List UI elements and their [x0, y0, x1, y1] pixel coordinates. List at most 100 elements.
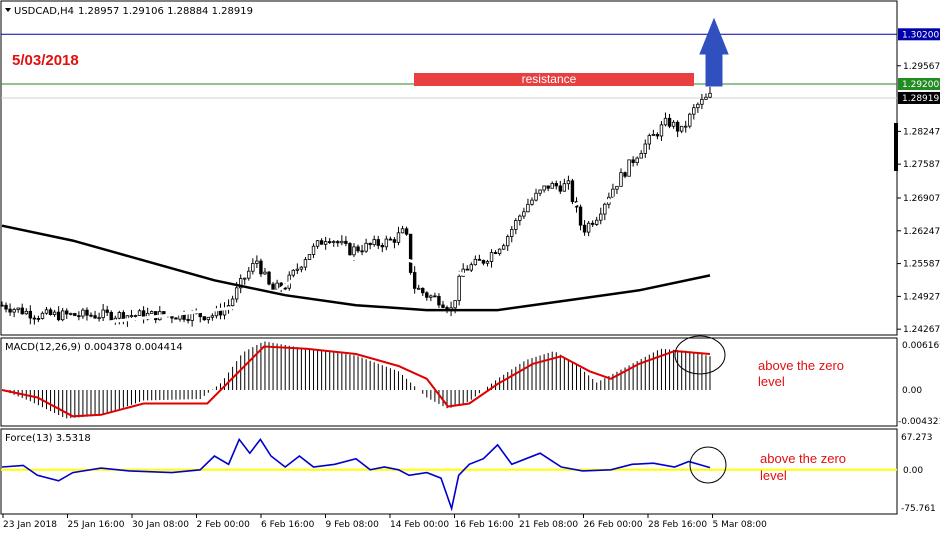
force-tick-top: 67.273: [901, 433, 933, 443]
candle-body: [526, 203, 530, 213]
candle-body: [85, 309, 89, 316]
candle-body: [408, 233, 413, 273]
candle-body: [372, 239, 376, 246]
macd-annotation-line1: above the zero: [758, 358, 844, 373]
candle-body: [311, 245, 316, 255]
candle-body: [356, 246, 360, 252]
price-level-tag: [898, 78, 940, 91]
symbol-header: USDCAD,H4 1.28957 1.29106 1.28884 1.2891…: [5, 6, 253, 17]
candle-body: [546, 185, 550, 189]
candle-body: [48, 309, 53, 316]
candle-body: [684, 125, 688, 128]
resistance-box[interactable]: [414, 73, 694, 86]
candle-body: [518, 215, 522, 221]
price-tick-label: 1.26247: [903, 227, 940, 237]
candle-body: [319, 240, 324, 245]
candle-body: [590, 222, 595, 225]
candle-body: [433, 295, 437, 298]
dropdown-triangle-icon[interactable]: [5, 8, 11, 12]
candle-body: [530, 199, 534, 205]
price-tick-label: 1.28247: [903, 127, 940, 137]
candle-body: [364, 242, 368, 252]
candle-body: [97, 317, 101, 320]
candle-body: [303, 259, 308, 268]
price-level-tag: [898, 91, 940, 104]
time-tick-label: 16 Feb 16:00: [455, 520, 514, 530]
macd-panel: [0, 337, 898, 427]
candle-body: [360, 250, 364, 253]
candle-body: [60, 310, 65, 321]
candle-body: [400, 228, 405, 234]
candle-body: [481, 259, 486, 264]
candle-body: [514, 220, 518, 230]
candle-body: [404, 228, 409, 235]
candle-body: [453, 300, 457, 309]
candle-body: [696, 103, 700, 109]
macd-tick-top: 0.006169: [902, 341, 940, 351]
force-highlight-circle: [689, 446, 727, 484]
candle-body: [429, 295, 433, 298]
macd-label: MACD(12,26,9) 0.004378 0.004414: [5, 342, 183, 353]
candle-body: [493, 252, 498, 254]
candle-body: [477, 258, 482, 261]
price-tick-label: 1.27587: [903, 160, 940, 170]
candle-body: [708, 92, 712, 98]
candle-body: [299, 266, 304, 270]
candle-body: [671, 121, 676, 127]
candle-body: [663, 117, 668, 126]
candle-body: [315, 240, 320, 247]
scroll-marker[interactable]: [894, 123, 898, 171]
candle-body: [700, 98, 704, 105]
time-tick-label: 26 Feb 00:00: [584, 520, 643, 530]
candle-body: [8, 308, 12, 313]
candle-body: [206, 316, 211, 321]
resistance-label: resistance: [522, 72, 577, 86]
candle-body: [16, 307, 20, 310]
candle-body: [550, 183, 554, 189]
candle-body: [44, 309, 49, 314]
candle-body: [635, 157, 639, 164]
candle-body: [396, 232, 401, 243]
candle-body: [133, 315, 138, 317]
time-tick-label: 23 Jan 2018: [3, 520, 57, 530]
candle-body: [457, 275, 461, 301]
price-axis: 1.29567 1.28247 1.27587 1.26907 1.26247 1.255…: [897, 28, 940, 335]
candle-body: [149, 311, 154, 314]
candle-body: [117, 312, 122, 319]
candle-body: [101, 309, 105, 319]
candle-body: [40, 312, 45, 319]
time-axis: 23 Jan 2018 25 Jan 16:00 30 Jan 08:00 2 Feb…: [2, 514, 768, 530]
price-level-tag-label: 1.28919: [902, 94, 939, 104]
candle-body: [186, 318, 190, 321]
candle-body: [202, 316, 206, 321]
force-tick-bottom: -75.761: [901, 504, 936, 514]
force-index-line: [1, 437, 711, 512]
candle-body: [469, 264, 474, 271]
candle-body: [291, 269, 295, 276]
candle-body: [522, 211, 526, 217]
time-tick-label: 14 Feb 00:00: [390, 520, 449, 530]
force-tick-zero: 0.00: [903, 466, 923, 476]
price-tick-label: 1.29567: [903, 62, 940, 72]
candle-body: [534, 192, 538, 201]
candle-body: [441, 304, 445, 308]
candle-body: [259, 260, 263, 275]
time-tick-label: 21 Feb 08:00: [519, 520, 578, 530]
candle-body: [425, 292, 429, 298]
price-level-tag: [898, 28, 940, 41]
candle-body: [230, 298, 235, 307]
candle-body: [81, 309, 85, 317]
symbol-text: USDCAD,H4: [14, 6, 74, 17]
candle-body: [558, 185, 563, 192]
time-tick-label: 5 Mar 08:00: [713, 520, 768, 530]
candle-body: [69, 313, 73, 315]
candle-body: [704, 96, 708, 100]
candle-body: [465, 268, 469, 271]
candle-body: [651, 133, 656, 136]
candle-body: [352, 246, 356, 256]
candle-body: [247, 270, 251, 279]
candle-body: [52, 311, 57, 316]
candle-body: [271, 283, 275, 290]
